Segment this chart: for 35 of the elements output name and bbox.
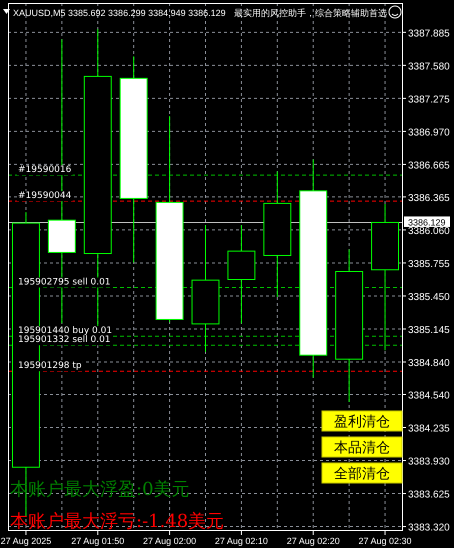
annotation: 盈利清仓 xyxy=(334,414,390,430)
x-tick-label: 27 Aug 02:00 xyxy=(143,536,196,546)
annotation: #19590044 xyxy=(18,191,72,202)
annotation: 本账户最大浮亏:-1.48美元 xyxy=(10,511,224,532)
x-tick-label: 27 Aug 2025 xyxy=(0,536,52,546)
y-tick-label: 3383.625 xyxy=(408,490,450,501)
annotation: 195902795 sell 0.01 xyxy=(18,278,111,288)
y-tick-label: 3386.970 xyxy=(408,127,450,138)
y-tick-label: 3384.540 xyxy=(408,390,450,402)
y-tick-label: 3384.840 xyxy=(408,358,450,369)
y-tick-label: 3383.930 xyxy=(408,456,450,468)
text: XAUUSD,M5 3385.692 3386.299 3384.949 3386.129 xyxy=(13,8,226,18)
y-tick-label: 3384.235 xyxy=(408,424,450,434)
annotation: 195901332 sell 0.01 xyxy=(18,335,111,346)
x-tick-label: 27 Aug 02:10 xyxy=(214,536,268,546)
annotation: 195901440 buy 0.01 xyxy=(18,326,112,336)
y-tick-label: 3385.755 xyxy=(408,258,450,270)
annotation: 全部清仓 xyxy=(334,466,390,482)
y-tick-label: 3387.275 xyxy=(408,94,450,106)
y-tick-label: 3387.885 xyxy=(408,28,450,40)
y-tick-label: 3386.365 xyxy=(408,192,450,204)
x-tick-label: 27 Aug 01:50 xyxy=(71,536,124,546)
y-tick-label: 3386.665 xyxy=(408,160,450,172)
x-tick-label: 27 Aug 02:20 xyxy=(286,536,340,546)
y-tick-label: 3385.450 xyxy=(408,292,450,303)
annotation: 本品清仓 xyxy=(334,440,390,456)
x-tick-label: 27 Aug 02:30 xyxy=(358,536,412,546)
y-tick-label: 3386.060 xyxy=(408,226,450,237)
y-tick-label: 3387.580 xyxy=(408,61,450,72)
annotation: 195901298 tp xyxy=(18,361,82,372)
y-tick-label: 3385.145 xyxy=(408,324,450,336)
y-tick-label: 3383.320 xyxy=(408,522,450,534)
ref-line-label: 3386.129 xyxy=(408,217,446,228)
annotation: #19590016 xyxy=(18,165,72,176)
text: 最实用的风控助手，综合策略辅助首选 xyxy=(234,8,387,19)
